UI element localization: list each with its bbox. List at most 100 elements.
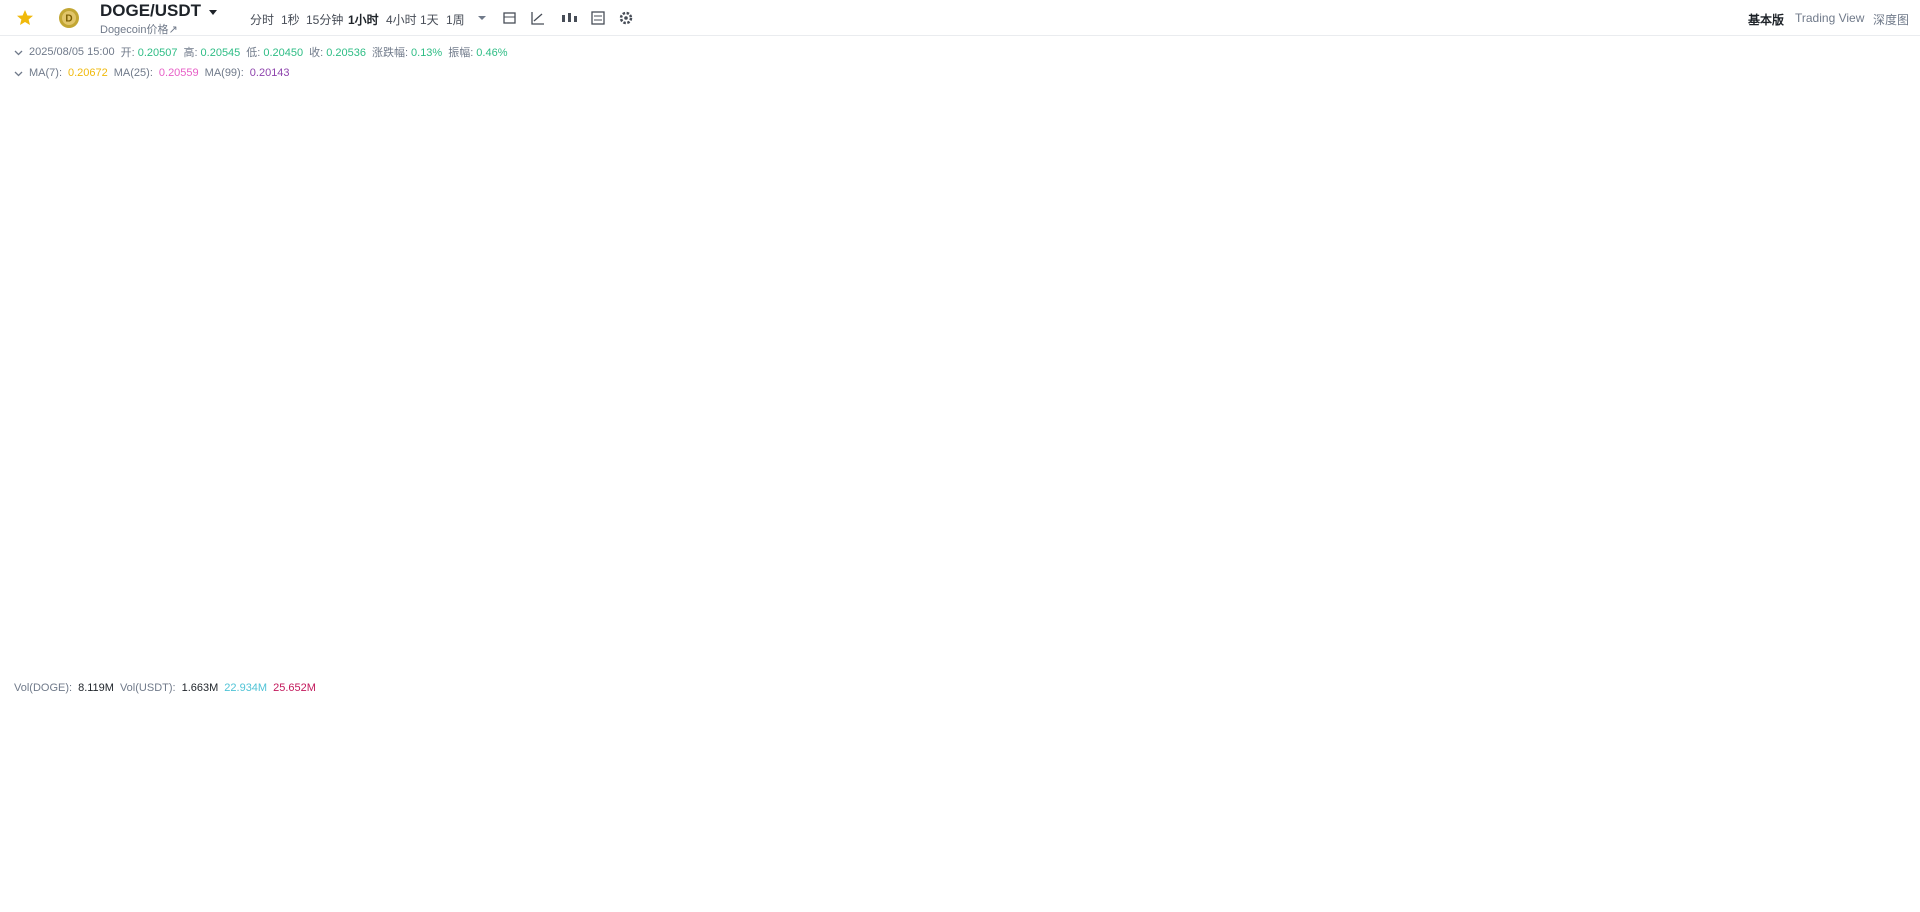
volume-bar bbox=[608, 863, 630, 888]
x-tick-label: 02:00 bbox=[0, 897, 24, 909]
candle-body bbox=[863, 332, 883, 352]
volume-bar bbox=[24, 744, 46, 888]
volume-bar bbox=[1167, 784, 1189, 888]
candle-body bbox=[76, 522, 96, 536]
volume-bar bbox=[1522, 852, 1544, 888]
info-item: 收: 0.20536 bbox=[309, 44, 366, 60]
legend-name: Vol(DOGE): bbox=[14, 682, 73, 694]
x-tick-label: 12:00 bbox=[1469, 897, 1497, 909]
volume-bar bbox=[227, 850, 249, 888]
symbol[interactable]: DOGE/USDT bbox=[100, 1, 202, 20]
y-tick-label: 0.19600 bbox=[1862, 464, 1902, 476]
interval[interactable]: 1天 bbox=[420, 13, 439, 27]
volume-bar bbox=[558, 842, 579, 888]
x-tick-label: 16:00 bbox=[352, 897, 380, 909]
volume-legend: Vol(DOGE): 8.119M Vol(USDT): 1.663M 22.934M 2… bbox=[14, 682, 316, 694]
candle-body bbox=[1269, 215, 1290, 264]
y-tick-label: 0.19200 bbox=[1862, 560, 1902, 572]
candle-body bbox=[1066, 331, 1086, 350]
info-label: 高: bbox=[183, 47, 198, 59]
collapse-icon[interactable] bbox=[14, 69, 23, 78]
x-tick-label: 22:00 bbox=[504, 897, 532, 909]
volume-bar bbox=[532, 845, 554, 888]
candle-body bbox=[1548, 245, 1569, 253]
candle-body bbox=[228, 471, 249, 475]
view-tab[interactable]: Trading View bbox=[1795, 11, 1865, 25]
y-tick-label: 20M bbox=[1862, 853, 1883, 865]
tool-icons[interactable] bbox=[500, 9, 640, 27]
candle-body bbox=[736, 394, 756, 404]
candle-body bbox=[1345, 116, 1366, 127]
toolbar: D DOGE/USDT Dogecoin价格↗ 分时 1秒 15分钟 1小时 4小时 1天… bbox=[0, 0, 1920, 36]
y-tick-label: 0.21200 bbox=[1862, 80, 1902, 92]
candle-body bbox=[254, 474, 274, 479]
volume-bar bbox=[1243, 847, 1265, 888]
candle-body bbox=[101, 534, 122, 536]
x-tick-label: 14:00 bbox=[910, 897, 938, 909]
volume-bar bbox=[1218, 852, 1239, 888]
interval[interactable]: 分时 bbox=[250, 13, 275, 27]
y-tick-label: 80M bbox=[1862, 767, 1883, 779]
candle-body bbox=[25, 556, 45, 591]
candle-body bbox=[51, 522, 71, 557]
volume-bar bbox=[1370, 830, 1392, 888]
x-tick-label: 00:00 bbox=[1773, 897, 1801, 909]
candle-body bbox=[558, 379, 579, 401]
y-tick-label: 0.20200 bbox=[1862, 320, 1902, 332]
y-tick-label: 0.20400 bbox=[1862, 272, 1902, 284]
candle-body bbox=[787, 304, 807, 348]
volume-bar bbox=[1091, 814, 1113, 888]
x-tick-label: 00:00 bbox=[1164, 897, 1192, 909]
interval[interactable]: 1周 bbox=[446, 13, 465, 27]
legend-name: MA(7): bbox=[29, 67, 62, 79]
x-tick-label: 02:00 bbox=[1824, 897, 1852, 909]
view-tab[interactable]: 深度图 bbox=[1873, 13, 1910, 27]
more-intervals[interactable] bbox=[476, 12, 488, 24]
legend-name: Vol(USDT): bbox=[119, 682, 176, 694]
info-value: 0.13% bbox=[411, 47, 443, 59]
info-value: 0.20545 bbox=[200, 47, 241, 59]
view-tab[interactable]: 基本版 bbox=[1748, 13, 1785, 27]
volume-bar bbox=[964, 822, 986, 888]
info-label: 低: bbox=[246, 47, 261, 59]
info-label: 开: bbox=[120, 47, 135, 59]
legend-value: 0.20672 bbox=[68, 67, 108, 79]
subtitle[interactable]: Dogecoin价格↗ bbox=[100, 24, 178, 36]
candle-body bbox=[279, 477, 299, 480]
x-tick-label: 22:00 bbox=[1723, 897, 1751, 909]
volume-bar bbox=[1040, 854, 1062, 888]
interval[interactable]: 1小时 bbox=[348, 13, 379, 27]
interval[interactable]: 1秒 bbox=[281, 13, 300, 27]
collapse-icon[interactable] bbox=[14, 48, 23, 57]
y-tick-label: 40M bbox=[1862, 824, 1883, 836]
legend-value: 22.934M bbox=[224, 682, 268, 694]
ma-line bbox=[9, 775, 1559, 856]
volume-bar bbox=[989, 853, 1011, 888]
legend-value: 25.652M bbox=[273, 682, 316, 694]
time: 2025/08/05 15:00 bbox=[29, 46, 115, 58]
expand-button[interactable] bbox=[0, 843, 14, 879]
favorite-star[interactable] bbox=[15, 8, 35, 28]
candle-body bbox=[634, 389, 655, 399]
volume-bar bbox=[126, 754, 148, 888]
x-tick-label: 06:00 bbox=[1316, 897, 1344, 909]
info-item: 振幅: 0.46% bbox=[448, 44, 507, 60]
interval[interactable]: 4小时 bbox=[386, 13, 417, 27]
candle-body bbox=[609, 386, 629, 391]
candle-body bbox=[330, 462, 350, 477]
candle-body bbox=[965, 298, 985, 324]
svg-text:D: D bbox=[65, 14, 72, 25]
interval[interactable]: 15分钟 bbox=[306, 13, 344, 27]
symbol-caret[interactable] bbox=[208, 7, 218, 17]
y-tick-label: 0.20800 bbox=[1862, 176, 1902, 188]
y-tick-label: 0.19000 bbox=[1862, 608, 1902, 620]
x-tick-label: 16:00 bbox=[1570, 897, 1598, 909]
volume-bar bbox=[811, 853, 833, 888]
candle-body bbox=[685, 387, 706, 402]
candle-body bbox=[508, 408, 528, 414]
y-tick-label: 0.19400 bbox=[1862, 512, 1902, 524]
candle-body bbox=[1091, 275, 1112, 332]
volume-bar bbox=[913, 705, 935, 888]
